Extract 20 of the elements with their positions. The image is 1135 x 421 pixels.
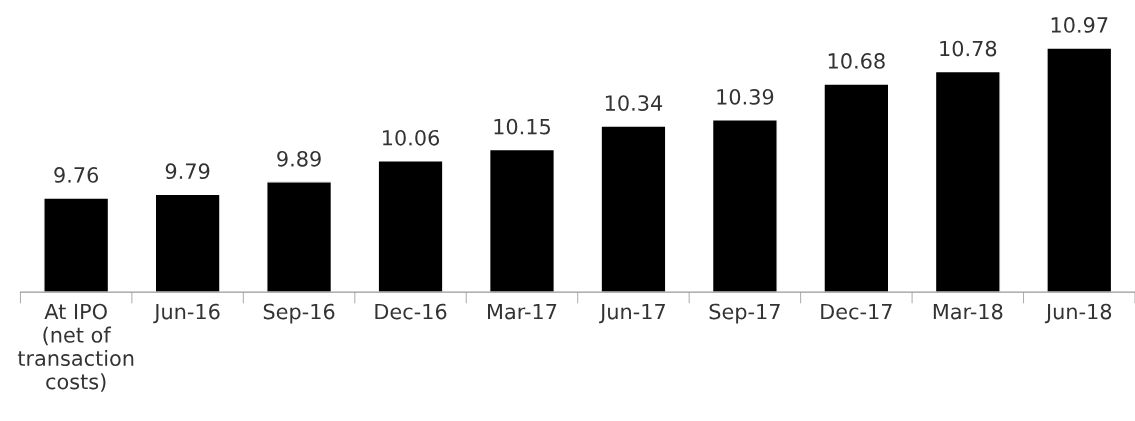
x-tick-label: Jun-18: [1044, 303, 1112, 324]
x-tick-label: Jun-17: [599, 303, 665, 324]
data-label: 9.89: [277, 150, 321, 167]
x-tick-label: Sep-17: [709, 303, 780, 324]
x-tick-label: Jun-16: [153, 303, 220, 324]
data-label: 10.39: [717, 88, 774, 105]
data-label: 9.76: [54, 167, 99, 183]
data-label: 10.34: [605, 95, 663, 111]
data-label: 10.06: [383, 129, 440, 146]
data-label: 10.78: [940, 40, 997, 57]
data-label: 10.68: [828, 53, 885, 69]
x-tick-label: Mar-17: [488, 303, 557, 320]
x-tick-label: Dec-16: [375, 303, 447, 320]
data-label: 10.15: [494, 118, 550, 135]
x-tick-label: Sep-16: [263, 303, 335, 324]
x-tick-label: Dec-17: [821, 303, 892, 320]
x-tick-label: Mar-18: [933, 303, 1003, 320]
x-tick-label: At IPO (net of transaction costs): [17, 303, 134, 392]
data-label: 10.97: [1051, 17, 1108, 33]
data-label: 9.79: [165, 163, 210, 180]
